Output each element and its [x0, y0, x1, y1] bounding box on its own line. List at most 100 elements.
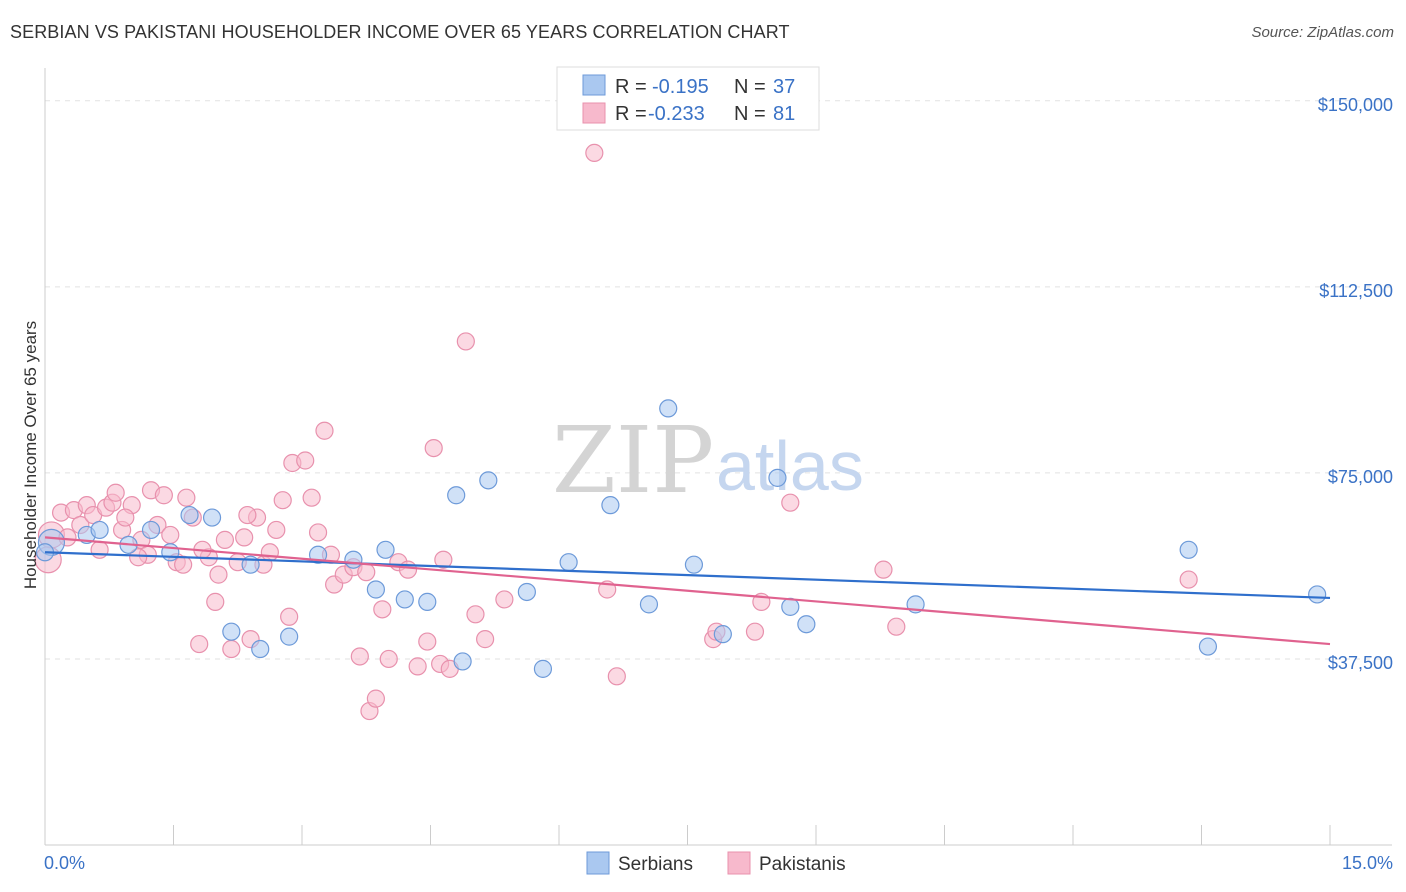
serbian-point-35 [1308, 585, 1327, 604]
serbian-trend-line [44, 551, 1331, 600]
pakistani-point-34 [267, 520, 286, 540]
pakistani-point-29 [235, 528, 254, 547]
serbian-point-33 [1179, 540, 1198, 559]
legend-n-value-serbians: 37 [773, 76, 795, 98]
pakistani-point-79 [129, 548, 148, 567]
legend-r-value-serbians: -0.195 [652, 76, 709, 98]
serbian-point-22 [533, 659, 553, 678]
serbian-point-11 [280, 627, 299, 646]
serbian-point-6 [180, 505, 199, 525]
pakistani-point-47 [366, 689, 385, 708]
pakistani-point-68 [781, 493, 800, 512]
y-tick-label-0: $37,500 [1328, 653, 1393, 673]
serbian-point-8 [222, 622, 241, 641]
pakistani-point-24 [206, 592, 225, 611]
pakistani-point-58 [466, 605, 485, 624]
x-tick-label-1: 15.0% [1342, 853, 1393, 873]
pakistani-point-27 [222, 639, 241, 659]
pakistani-point-38 [296, 451, 315, 470]
serbian-point-10 [251, 639, 270, 659]
legend-r-label-pakistanis: R = [615, 103, 647, 125]
pakistani-point-19 [174, 555, 193, 574]
pakistani-point-63 [607, 667, 626, 686]
serbian-point-15 [376, 540, 395, 559]
y-tick-label-2: $112,500 [1319, 281, 1393, 301]
watermark: ZIP atlas [552, 407, 864, 514]
pakistani-point-71 [1179, 570, 1198, 589]
legend-swatch-pakistanis [582, 102, 606, 124]
legend-swatch-serbians [582, 74, 606, 96]
pakistani-point-54 [424, 438, 443, 458]
bottom-legend-swatch-pakistanis [727, 851, 751, 875]
pakistani-point-20 [177, 488, 196, 507]
pakistani-point-52 [408, 657, 427, 676]
serbian-point-13 [344, 550, 363, 569]
pakistani-point-39 [302, 488, 321, 507]
serbian-point-17 [418, 592, 437, 611]
serbian-point-23 [559, 553, 578, 572]
pakistani-point-17 [161, 525, 180, 545]
serbian-point-4 [141, 520, 161, 540]
pakistani-point-80 [434, 550, 453, 569]
serbian-point-31 [797, 615, 816, 634]
pakistani-point-48 [373, 600, 392, 619]
grid-lines [45, 100, 1392, 660]
pakistani-point-9 [106, 483, 125, 502]
chart-title: SERBIAN VS PAKISTANI HOUSEHOLDER INCOME … [10, 22, 790, 42]
pakistani-point-49 [379, 649, 398, 669]
serbian-point-20 [479, 471, 498, 490]
pakistani-point-59 [476, 630, 495, 649]
pakistani-point-60 [495, 590, 514, 609]
pakistani-point-69 [874, 560, 893, 579]
serbian-point-21 [517, 582, 536, 602]
axes [44, 68, 1392, 846]
pakistani-point-26 [215, 530, 234, 549]
pakistani-point-57 [456, 332, 475, 351]
legend-r-value-pakistanis: -0.233 [648, 103, 705, 125]
top-legend: R = -0.195 N = 37 R = -0.233 N = 81 [556, 66, 820, 131]
legend-n-value-pakistanis: 81 [773, 103, 795, 125]
pakistani-point-74 [116, 508, 135, 527]
serbian-point-24 [601, 496, 620, 515]
y-tick-label-1: $75,000 [1328, 467, 1393, 487]
pakistani-point-16 [154, 486, 173, 505]
serbian-point-34 [1198, 637, 1218, 656]
bottom-legend-swatch-serbians [586, 851, 610, 875]
bottom-legend-label-serbians: Serbians [618, 854, 693, 875]
pakistani-point-40 [308, 523, 328, 542]
pakistani-point-66 [745, 622, 765, 641]
y-axis-title: Householder Income Over 65 years [21, 321, 40, 589]
serbian-point-28 [713, 625, 732, 644]
serbian-point-16 [395, 590, 414, 609]
trend-lines [44, 536, 1331, 646]
watermark-zip: ZIP [552, 407, 714, 514]
serbian-point-26 [659, 399, 678, 418]
source-label: Source: ZipAtlas.com [1251, 24, 1394, 41]
serbian-point-27 [684, 555, 704, 574]
serbian-point-18 [447, 486, 466, 505]
pakistani-point-53 [418, 632, 437, 651]
pakistani-point-73 [90, 540, 109, 559]
bottom-legend: Serbians Pakistanis [586, 851, 846, 875]
pakistani-point-70 [887, 617, 906, 636]
pakistani-point-36 [280, 607, 299, 626]
pakistani-point-61 [585, 143, 604, 162]
bottom-legend-label-pakistanis: Pakistanis [759, 854, 846, 875]
pakistani-point-22 [190, 634, 209, 654]
legend-n-label-pakistanis: N = [734, 103, 766, 125]
pakistani-point-51 [398, 560, 418, 579]
pakistani-point-76 [238, 505, 257, 525]
pakistani-point-25 [209, 565, 228, 584]
serbian-point-19 [453, 652, 472, 671]
pakistani-point-45 [350, 647, 369, 666]
pakistani-point-41 [315, 421, 334, 440]
legend-r-label-serbians: R = [615, 76, 647, 98]
serbian-point-2 [90, 520, 109, 540]
serbian-point-25 [639, 595, 659, 614]
pakistani-point-78 [357, 563, 376, 582]
serbian-point-30 [781, 597, 800, 616]
x-tick-label-0: 0.0% [44, 853, 85, 873]
serbian-point-7 [202, 508, 222, 527]
pakistani-point-33 [260, 543, 279, 562]
